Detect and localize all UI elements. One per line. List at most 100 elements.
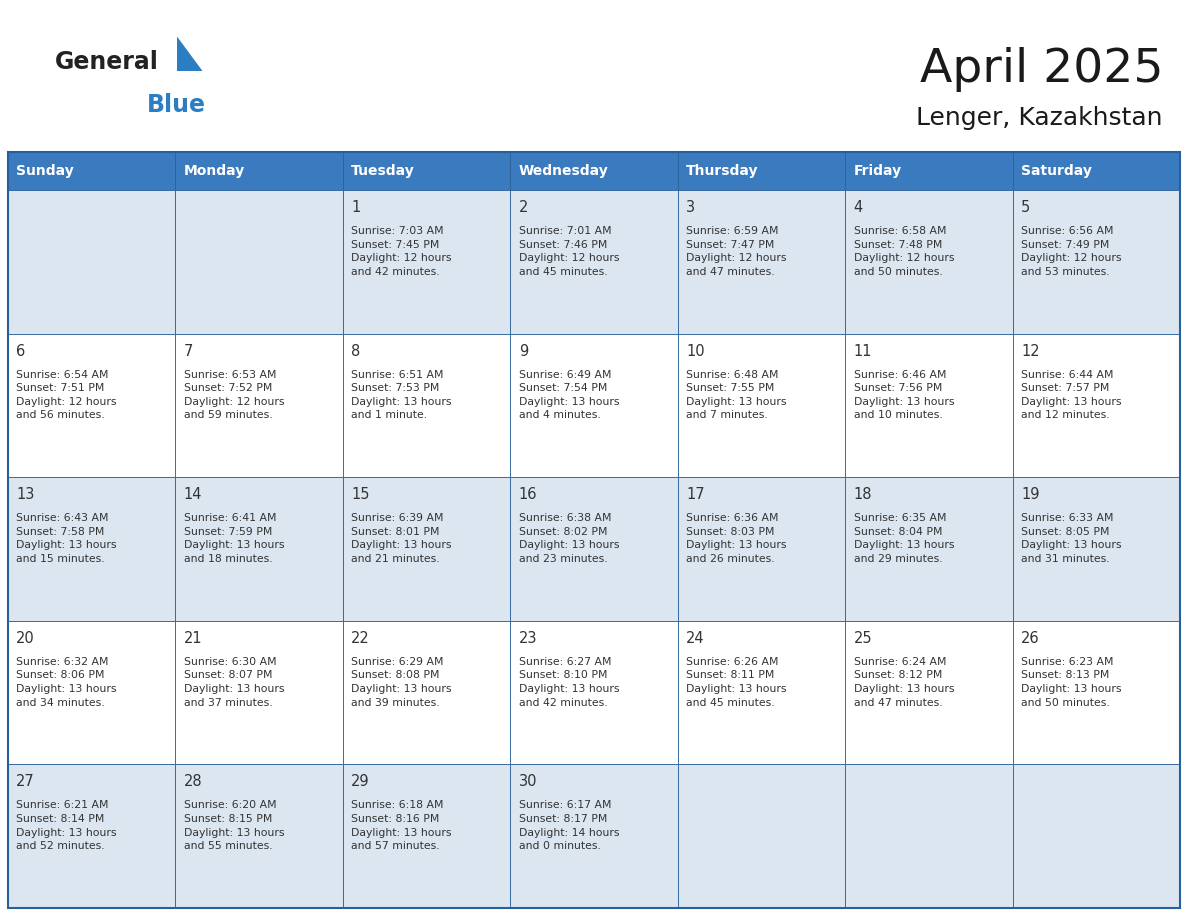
Bar: [343, 621, 511, 765]
Text: Tuesday: Tuesday: [352, 164, 415, 178]
Text: 15: 15: [352, 487, 369, 502]
Text: Sunrise: 6:38 AM
Sunset: 8:02 PM
Daylight: 13 hours
and 23 minutes.: Sunrise: 6:38 AM Sunset: 8:02 PM Dayligh…: [519, 513, 619, 564]
Bar: [176, 621, 343, 765]
Bar: [677, 765, 845, 908]
Text: Sunrise: 6:24 AM
Sunset: 8:12 PM
Daylight: 13 hours
and 47 minutes.: Sunrise: 6:24 AM Sunset: 8:12 PM Dayligh…: [853, 656, 954, 708]
Bar: [845, 190, 1012, 333]
Text: 18: 18: [853, 487, 872, 502]
Text: 6: 6: [17, 343, 26, 359]
Bar: [511, 765, 677, 908]
Text: 14: 14: [184, 487, 202, 502]
Text: 25: 25: [853, 631, 872, 646]
Text: Sunrise: 7:01 AM
Sunset: 7:46 PM
Daylight: 12 hours
and 45 minutes.: Sunrise: 7:01 AM Sunset: 7:46 PM Dayligh…: [519, 226, 619, 276]
Bar: [176, 477, 343, 621]
Bar: [511, 152, 677, 190]
Bar: [845, 477, 1012, 621]
Bar: [1012, 152, 1180, 190]
Text: 3: 3: [687, 200, 695, 215]
Text: 1: 1: [352, 200, 360, 215]
Text: 24: 24: [687, 631, 704, 646]
Text: Lenger, Kazakhstan: Lenger, Kazakhstan: [916, 106, 1163, 130]
Bar: [343, 477, 511, 621]
Text: 29: 29: [352, 775, 369, 789]
Text: Sunrise: 6:27 AM
Sunset: 8:10 PM
Daylight: 13 hours
and 42 minutes.: Sunrise: 6:27 AM Sunset: 8:10 PM Dayligh…: [519, 656, 619, 708]
Text: Sunrise: 6:21 AM
Sunset: 8:14 PM
Daylight: 13 hours
and 52 minutes.: Sunrise: 6:21 AM Sunset: 8:14 PM Dayligh…: [17, 800, 116, 851]
Text: Sunrise: 6:39 AM
Sunset: 8:01 PM
Daylight: 13 hours
and 21 minutes.: Sunrise: 6:39 AM Sunset: 8:01 PM Dayligh…: [352, 513, 451, 564]
Bar: [845, 152, 1012, 190]
Text: 20: 20: [17, 631, 36, 646]
Bar: [677, 477, 845, 621]
Bar: [343, 333, 511, 477]
Text: Monday: Monday: [184, 164, 245, 178]
Text: Sunrise: 6:23 AM
Sunset: 8:13 PM
Daylight: 13 hours
and 50 minutes.: Sunrise: 6:23 AM Sunset: 8:13 PM Dayligh…: [1020, 656, 1121, 708]
Text: 8: 8: [352, 343, 360, 359]
Text: 22: 22: [352, 631, 369, 646]
Text: Thursday: Thursday: [687, 164, 759, 178]
Text: Sunrise: 6:54 AM
Sunset: 7:51 PM
Daylight: 12 hours
and 56 minutes.: Sunrise: 6:54 AM Sunset: 7:51 PM Dayligh…: [17, 370, 116, 420]
Text: Friday: Friday: [853, 164, 902, 178]
Text: Saturday: Saturday: [1020, 164, 1092, 178]
Bar: [677, 621, 845, 765]
Text: 4: 4: [853, 200, 862, 215]
Text: Sunrise: 6:53 AM
Sunset: 7:52 PM
Daylight: 12 hours
and 59 minutes.: Sunrise: 6:53 AM Sunset: 7:52 PM Dayligh…: [184, 370, 284, 420]
Bar: [8, 190, 176, 333]
Text: 21: 21: [184, 631, 202, 646]
Text: 16: 16: [519, 487, 537, 502]
Text: Sunrise: 6:49 AM
Sunset: 7:54 PM
Daylight: 13 hours
and 4 minutes.: Sunrise: 6:49 AM Sunset: 7:54 PM Dayligh…: [519, 370, 619, 420]
Bar: [845, 621, 1012, 765]
Text: 23: 23: [519, 631, 537, 646]
Text: 19: 19: [1020, 487, 1040, 502]
Text: Sunrise: 6:48 AM
Sunset: 7:55 PM
Daylight: 13 hours
and 7 minutes.: Sunrise: 6:48 AM Sunset: 7:55 PM Dayligh…: [687, 370, 786, 420]
Bar: [677, 152, 845, 190]
Text: 10: 10: [687, 343, 704, 359]
Text: Blue: Blue: [147, 93, 206, 117]
Bar: [677, 333, 845, 477]
Bar: [8, 152, 176, 190]
Text: 9: 9: [519, 343, 527, 359]
Text: Sunrise: 6:51 AM
Sunset: 7:53 PM
Daylight: 13 hours
and 1 minute.: Sunrise: 6:51 AM Sunset: 7:53 PM Dayligh…: [352, 370, 451, 420]
Text: Sunrise: 6:41 AM
Sunset: 7:59 PM
Daylight: 13 hours
and 18 minutes.: Sunrise: 6:41 AM Sunset: 7:59 PM Dayligh…: [184, 513, 284, 564]
Text: 17: 17: [687, 487, 704, 502]
Text: 26: 26: [1020, 631, 1040, 646]
Text: Sunrise: 7:03 AM
Sunset: 7:45 PM
Daylight: 12 hours
and 42 minutes.: Sunrise: 7:03 AM Sunset: 7:45 PM Dayligh…: [352, 226, 451, 276]
Bar: [8, 477, 176, 621]
Text: Sunrise: 6:26 AM
Sunset: 8:11 PM
Daylight: 13 hours
and 45 minutes.: Sunrise: 6:26 AM Sunset: 8:11 PM Dayligh…: [687, 656, 786, 708]
Text: Wednesday: Wednesday: [519, 164, 608, 178]
Text: Sunrise: 6:44 AM
Sunset: 7:57 PM
Daylight: 13 hours
and 12 minutes.: Sunrise: 6:44 AM Sunset: 7:57 PM Dayligh…: [1020, 370, 1121, 420]
Text: General: General: [55, 50, 159, 74]
Text: Sunrise: 6:43 AM
Sunset: 7:58 PM
Daylight: 13 hours
and 15 minutes.: Sunrise: 6:43 AM Sunset: 7:58 PM Dayligh…: [17, 513, 116, 564]
Bar: [1012, 621, 1180, 765]
Bar: [176, 190, 343, 333]
Bar: [511, 621, 677, 765]
Bar: [176, 152, 343, 190]
Bar: [511, 477, 677, 621]
Text: 5: 5: [1020, 200, 1030, 215]
Bar: [1012, 333, 1180, 477]
Text: Sunrise: 6:33 AM
Sunset: 8:05 PM
Daylight: 13 hours
and 31 minutes.: Sunrise: 6:33 AM Sunset: 8:05 PM Dayligh…: [1020, 513, 1121, 564]
Text: 11: 11: [853, 343, 872, 359]
Text: 13: 13: [17, 487, 34, 502]
Bar: [511, 333, 677, 477]
Text: Sunrise: 6:56 AM
Sunset: 7:49 PM
Daylight: 12 hours
and 53 minutes.: Sunrise: 6:56 AM Sunset: 7:49 PM Dayligh…: [1020, 226, 1121, 276]
Bar: [1012, 477, 1180, 621]
Text: Sunrise: 6:58 AM
Sunset: 7:48 PM
Daylight: 12 hours
and 50 minutes.: Sunrise: 6:58 AM Sunset: 7:48 PM Dayligh…: [853, 226, 954, 276]
Text: Sunrise: 6:35 AM
Sunset: 8:04 PM
Daylight: 13 hours
and 29 minutes.: Sunrise: 6:35 AM Sunset: 8:04 PM Dayligh…: [853, 513, 954, 564]
Bar: [343, 152, 511, 190]
Text: Sunday: Sunday: [17, 164, 74, 178]
Text: April 2025: April 2025: [920, 48, 1163, 93]
Text: 30: 30: [519, 775, 537, 789]
Bar: [176, 765, 343, 908]
Text: Sunrise: 6:59 AM
Sunset: 7:47 PM
Daylight: 12 hours
and 47 minutes.: Sunrise: 6:59 AM Sunset: 7:47 PM Dayligh…: [687, 226, 786, 276]
Text: Sunrise: 6:17 AM
Sunset: 8:17 PM
Daylight: 14 hours
and 0 minutes.: Sunrise: 6:17 AM Sunset: 8:17 PM Dayligh…: [519, 800, 619, 851]
Bar: [511, 190, 677, 333]
Text: 28: 28: [184, 775, 202, 789]
Text: Sunrise: 6:20 AM
Sunset: 8:15 PM
Daylight: 13 hours
and 55 minutes.: Sunrise: 6:20 AM Sunset: 8:15 PM Dayligh…: [184, 800, 284, 851]
Text: Sunrise: 6:36 AM
Sunset: 8:03 PM
Daylight: 13 hours
and 26 minutes.: Sunrise: 6:36 AM Sunset: 8:03 PM Dayligh…: [687, 513, 786, 564]
Polygon shape: [177, 37, 202, 71]
Bar: [8, 333, 176, 477]
Bar: [8, 765, 176, 908]
Bar: [845, 765, 1012, 908]
Text: Sunrise: 6:30 AM
Sunset: 8:07 PM
Daylight: 13 hours
and 37 minutes.: Sunrise: 6:30 AM Sunset: 8:07 PM Dayligh…: [184, 656, 284, 708]
Text: 27: 27: [17, 775, 36, 789]
Text: Sunrise: 6:46 AM
Sunset: 7:56 PM
Daylight: 13 hours
and 10 minutes.: Sunrise: 6:46 AM Sunset: 7:56 PM Dayligh…: [853, 370, 954, 420]
